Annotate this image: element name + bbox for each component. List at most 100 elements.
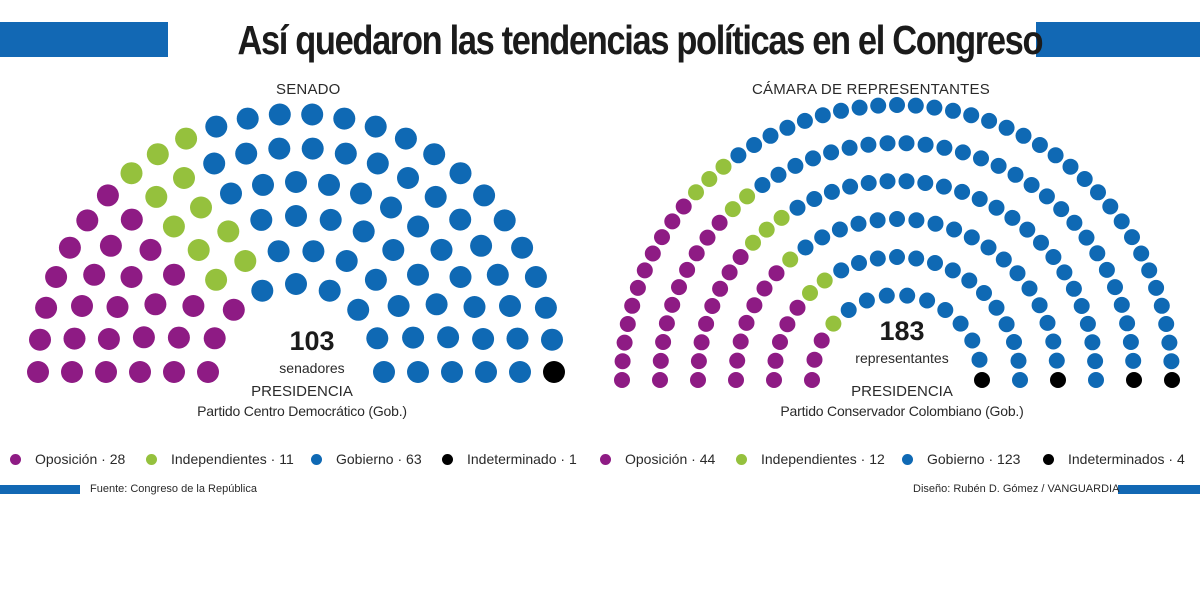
house-seat-oposicion	[690, 353, 707, 370]
house-seat-gobierno	[1056, 264, 1073, 281]
house-seat-gobierno	[917, 136, 934, 153]
senate-seat-gobierno	[541, 328, 563, 351]
house-seat-gobierno	[889, 249, 905, 265]
house-seat-gobierno	[1098, 261, 1115, 278]
house-seat-oposicion	[813, 332, 830, 349]
house-seat-oposicion	[664, 213, 681, 230]
senate-seat-gobierno	[373, 361, 395, 383]
house-seat-gobierno	[976, 285, 992, 301]
senate-seat-gobierno	[437, 326, 460, 349]
senate-seat-gobierno	[486, 263, 509, 286]
house-seat-gobierno	[806, 191, 823, 207]
senate-legend-independientes: Independientes · 11	[146, 449, 294, 469]
house-seat-gobierno	[796, 112, 813, 129]
house-seat-gobierno	[1088, 372, 1104, 388]
house-seat-gobierno	[779, 119, 796, 136]
house-seat-independientes	[724, 201, 741, 218]
senate-seat-gobierno	[430, 238, 453, 261]
senate-seat-gobierno	[364, 268, 387, 291]
senate-seat-gobierno	[285, 205, 307, 227]
house-seat-gobierno	[945, 102, 961, 119]
title-band-left	[0, 22, 168, 57]
house-seat-oposicion	[712, 280, 729, 297]
house-seat-gobierno	[841, 139, 858, 156]
senate-seat-oposicion	[129, 361, 151, 383]
title-band-right	[1036, 22, 1200, 57]
senate-seat-gobierno	[251, 279, 274, 302]
senate-seat-oposicion	[167, 326, 190, 349]
house-seat-oposicion	[619, 316, 636, 332]
senate-seat-indeterminado	[543, 361, 565, 383]
senate-seat-gobierno	[319, 208, 342, 231]
senate-seat-gobierno	[397, 167, 419, 189]
senate-seat-gobierno	[267, 240, 290, 263]
house-seat-independientes	[715, 158, 732, 175]
house-seat-gobierno	[879, 173, 896, 190]
senate-seat-gobierno	[268, 103, 291, 126]
senate-seat-gobierno	[493, 209, 516, 232]
house-seat-independientes	[701, 171, 718, 187]
house-seat-gobierno	[1062, 158, 1079, 175]
house-seat-gobierno	[1148, 279, 1165, 296]
house-seat-gobierno	[998, 119, 1015, 136]
senate-seat-gobierno	[285, 273, 307, 295]
senate-seat-oposicion	[163, 263, 185, 286]
senate-seat-gobierno	[449, 208, 472, 231]
house-seat-oposicion	[614, 353, 631, 370]
senate-seat-gobierno	[347, 298, 370, 321]
senate-seat-gobierno	[463, 296, 486, 318]
house-seat-oposicion	[655, 334, 672, 350]
house-seat-gobierno	[858, 292, 875, 309]
house-seat-gobierno	[1087, 353, 1104, 370]
senate-seat-gobierno	[499, 295, 521, 317]
senate-seat-chart	[27, 103, 565, 383]
house-seat-gobierno	[823, 183, 840, 200]
senate-seat-independientes	[173, 167, 195, 189]
senate-seat-oposicion	[96, 184, 119, 207]
house-seat-independientes	[739, 188, 756, 205]
house-seat-gobierno	[1122, 334, 1139, 350]
senate-seat-gobierno	[387, 295, 410, 317]
house-seat-gobierno	[1023, 177, 1040, 193]
house-seat-gobierno	[988, 199, 1005, 216]
house-seat-gobierno	[1006, 334, 1022, 350]
house-seat-gobierno	[1113, 296, 1130, 313]
senate-seat-gobierno	[449, 162, 472, 185]
house-seat-oposicion	[652, 372, 668, 388]
house-seat-oposicion	[711, 214, 728, 231]
house-seat-gobierno	[917, 175, 934, 191]
senate-seat-gobierno	[268, 137, 291, 160]
house-seat-gobierno	[963, 107, 980, 124]
house-seat-oposicion	[772, 334, 788, 350]
house-seat-gobierno	[1039, 314, 1056, 331]
senate-seat-gobierno	[407, 215, 430, 238]
senate-seat-oposicion	[163, 361, 185, 383]
house-seat-chart	[614, 97, 1180, 388]
house-seat-gobierno	[936, 139, 953, 156]
house-total-label: representantes	[855, 350, 949, 366]
senate-seat-oposicion	[203, 327, 226, 350]
senate-seat-oposicion	[35, 296, 58, 319]
house-seat-indeterminado	[974, 372, 990, 388]
senate-seat-gobierno	[301, 137, 324, 160]
house-seat-gobierno	[907, 97, 924, 114]
house-seat-oposicion	[766, 372, 782, 388]
legend-dot-icon	[600, 453, 611, 465]
house-seat-oposicion	[652, 352, 669, 369]
senate-seat-gobierno	[235, 142, 258, 165]
house-seat-gobierno	[879, 135, 896, 152]
legend-dot-icon	[146, 453, 157, 465]
senate-legend-oposicion: Oposición · 28	[10, 449, 125, 469]
house-seat-gobierno	[1084, 334, 1101, 351]
house-seat-gobierno	[1015, 127, 1032, 144]
senate-seat-oposicion	[95, 361, 117, 383]
house-seat-gobierno	[971, 351, 988, 368]
house-seat-gobierno	[1045, 333, 1062, 350]
house-seat-gobierno	[1153, 297, 1170, 314]
house-seat-gobierno	[1078, 229, 1095, 246]
house-seat-independientes	[773, 209, 790, 226]
house-seat-gobierno	[1038, 188, 1055, 205]
house-seat-gobierno	[1019, 221, 1036, 238]
senate-seat-gobierno	[350, 182, 372, 205]
house-seat-gobierno	[944, 262, 961, 279]
